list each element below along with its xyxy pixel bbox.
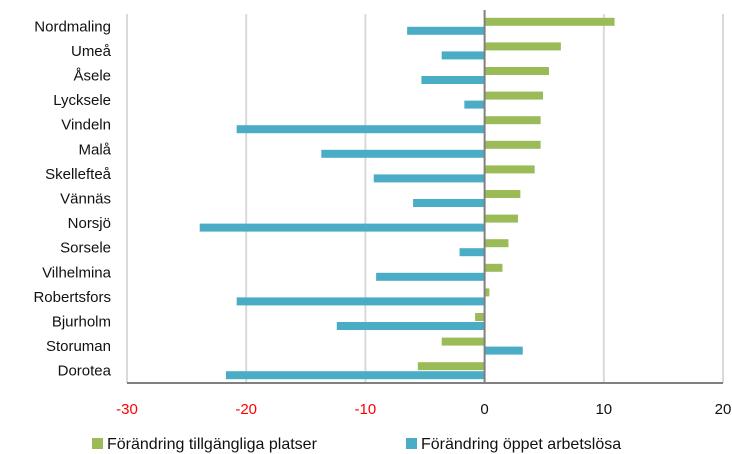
category-label-skelleftea: Skellefteå <box>45 166 112 183</box>
legend-label-oppet-arbetslosa: Förändring öppet arbetslösa <box>421 436 621 453</box>
category-label-vannas: Vännäs <box>60 191 111 208</box>
category-label-sorsele: Sorsele <box>60 240 111 257</box>
x-tick-label: -30 <box>116 401 138 418</box>
bar-nordmaling-platser <box>484 17 615 26</box>
bar-sorsele-platser <box>484 239 509 248</box>
category-label-norsjo: Norsjö <box>68 215 111 232</box>
bar-lycksele-arbetslosa <box>464 100 485 109</box>
category-label-asele: Åsele <box>73 68 111 85</box>
category-label-umea: Umeå <box>71 43 112 60</box>
category-label-lycksele: Lycksele <box>53 92 111 109</box>
bar-bjurholm-arbetslosa <box>336 322 485 330</box>
x-tick-label: -20 <box>235 401 257 418</box>
legend-swatch-oppet-arbetslosa <box>406 438 417 449</box>
x-tick-label: 0 <box>480 401 488 418</box>
bar-dorotea-arbetslosa <box>225 371 485 380</box>
bar-umea-arbetslosa <box>441 51 485 60</box>
x-tick-labels: -30 -20 -10 0 10 20 <box>116 401 731 418</box>
bar-vannas-platser <box>484 190 521 198</box>
bar-bjurholm-platser <box>475 313 485 321</box>
bar-skelleftea-platser <box>484 165 535 174</box>
category-labels: Nordmaling Umeå Åsele Lycksele Vindeln Malå Sk… <box>33 18 111 379</box>
category-label-dorotea: Dorotea <box>58 363 112 380</box>
legend-swatch-tillgangliga-platser <box>92 438 103 449</box>
bar-robertsfors-arbetslosa <box>236 297 485 306</box>
bar-vindeln-platser <box>484 116 541 125</box>
bar-norsjo-arbetslosa <box>199 223 485 232</box>
category-label-robertsfors: Robertsfors <box>33 289 111 306</box>
bar-vilhelmina-arbetslosa <box>376 272 485 281</box>
category-label-vindeln: Vindeln <box>61 117 111 134</box>
bar-storuman-arbetslosa <box>484 346 523 355</box>
bar-vannas-arbetslosa <box>413 199 485 207</box>
category-label-bjurholm: Bjurholm <box>52 314 111 331</box>
bar-mala-platser <box>484 140 541 149</box>
bar-robertsfors-platser <box>484 288 490 297</box>
category-label-storuman: Storuman <box>46 338 111 355</box>
bar-asele-platser <box>484 67 549 75</box>
bar-asele-arbetslosa <box>421 76 485 84</box>
x-tick-label: -10 <box>355 401 377 418</box>
bar-mala-arbetslosa <box>321 149 485 158</box>
x-tick-label: 20 <box>715 401 732 418</box>
bar-sorsele-arbetslosa <box>459 248 485 257</box>
bar-norsjo-platser <box>484 214 518 223</box>
bar-vilhelmina-platser <box>484 263 503 272</box>
legend: Förändring tillgängliga platser Förändri… <box>92 436 621 453</box>
legend-label-tillgangliga-platser: Förändring tillgängliga platser <box>107 436 318 453</box>
bar-storuman-platser <box>441 337 485 346</box>
bar-umea-platser <box>484 42 561 51</box>
category-label-vilhelmina: Vilhelmina <box>42 264 112 281</box>
bar-lycksele-platser <box>484 91 544 100</box>
gridlines <box>126 14 724 383</box>
x-tick-label: 10 <box>595 401 612 418</box>
category-label-mala: Malå <box>78 141 111 158</box>
bar-vindeln-arbetslosa <box>236 125 485 134</box>
bar-dorotea-platser <box>417 362 485 371</box>
bar-nordmaling-arbetslosa <box>407 26 485 35</box>
bar-skelleftea-arbetslosa <box>373 174 485 183</box>
category-label-nordmaling: Nordmaling <box>34 18 111 35</box>
bars <box>199 17 615 380</box>
